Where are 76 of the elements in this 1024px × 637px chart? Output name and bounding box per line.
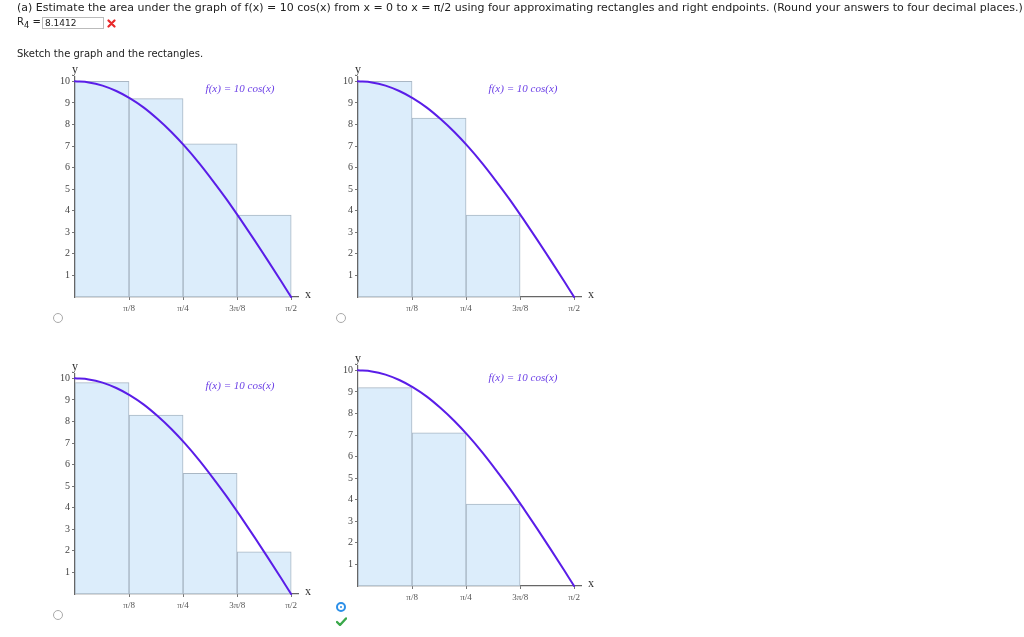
y-tick-label: 3 <box>348 514 353 526</box>
line-series <box>74 80 293 298</box>
x-tick-label: π/8 <box>406 302 419 313</box>
text: Sketch the graph and the rectangles. <box>17 48 204 60</box>
line-series <box>357 80 576 298</box>
x-tick-label: 3π/8 <box>512 591 529 602</box>
text-field: 8.1412 <box>42 17 104 29</box>
y-tick-label: 2 <box>348 536 353 548</box>
y-tick-label: 4 <box>348 204 353 216</box>
line-series <box>74 377 293 595</box>
x-tick-label: π/2 <box>568 302 581 313</box>
x-tick-label: π/8 <box>406 591 419 602</box>
y-tick-label: 4 <box>348 493 353 505</box>
y-tick-label: 5 <box>65 479 70 491</box>
y-tick-label: 6 <box>348 450 353 462</box>
x-tick-label: π/4 <box>460 302 473 313</box>
y-tick-label: 1 <box>348 269 353 281</box>
y-tick-label: 10 <box>343 74 353 86</box>
y-tick-label: 9 <box>65 96 70 108</box>
y-tick-label: 8 <box>65 118 70 130</box>
y-tick-label: 2 <box>65 544 70 556</box>
y-tick-label: 1 <box>65 269 70 281</box>
x-tick-label: π/4 <box>177 599 190 610</box>
y-axis-title: y <box>355 351 361 366</box>
y-tick-label: 6 <box>65 458 70 470</box>
x-tick-label: π/4 <box>460 591 473 602</box>
y-tick-label: 8 <box>65 415 70 427</box>
y-tick-label: 6 <box>65 161 70 173</box>
y-tick-label: 9 <box>65 393 70 405</box>
y-tick-label: 10 <box>60 74 70 86</box>
y-tick-label: 6 <box>348 161 353 173</box>
y-axis-title: y <box>72 359 78 374</box>
y-tick-label: 2 <box>348 247 353 259</box>
x-tick-label: π/2 <box>285 302 298 313</box>
y-tick-label: 7 <box>65 436 70 448</box>
y-tick-label: 3 <box>348 225 353 237</box>
y-tick-label: 9 <box>348 385 353 397</box>
x-tick-label: π/8 <box>123 302 136 313</box>
annotation: f(x) = 10 cos(x) <box>488 370 558 384</box>
y-tick-label: 1 <box>65 566 70 578</box>
y-axis-title: y <box>355 62 361 77</box>
annotation: f(x) = 10 cos(x) <box>488 81 558 95</box>
annotation: f(x) = 10 cos(x) <box>205 81 275 95</box>
x-tick-label: π/2 <box>285 599 298 610</box>
line-series <box>357 369 576 587</box>
x-tick-label: π/8 <box>123 599 136 610</box>
x-tick-label: π/4 <box>177 302 190 313</box>
y-tick-label: 7 <box>65 139 70 151</box>
y-tick-label: 2 <box>65 247 70 259</box>
y-tick-label: 4 <box>65 501 70 513</box>
y-tick-label: 3 <box>65 522 70 534</box>
annotation: f(x) = 10 cos(x) <box>205 378 275 392</box>
text: (a) Estimate the area under the graph of f(x) = 10 cos(x) from x = 0 to x = π/2 using four approximating rectangles and right endpoints. (Round your answers to four decimal places.) <box>17 1 1023 14</box>
x-tick-label: π/2 <box>568 591 581 602</box>
y-tick-label: 9 <box>348 96 353 108</box>
x-tick-label: 3π/8 <box>229 599 246 610</box>
y-tick-label: 1 <box>348 558 353 570</box>
y-tick-label: 8 <box>348 118 353 130</box>
y-tick-label: 7 <box>348 139 353 151</box>
y-tick-label: 5 <box>348 471 353 483</box>
y-tick-label: 4 <box>65 204 70 216</box>
y-tick-label: 8 <box>348 407 353 419</box>
x-axis-title: x <box>588 287 594 302</box>
y-tick-label: 10 <box>60 371 70 383</box>
y-tick-label: 5 <box>348 182 353 194</box>
text: R$_{4}$ = <box>17 16 41 31</box>
x-axis-title: x <box>588 576 594 591</box>
y-axis-title: y <box>72 62 78 77</box>
y-tick-label: 10 <box>343 363 353 375</box>
x-tick-label: 3π/8 <box>512 302 529 313</box>
y-tick-label: 3 <box>65 225 70 237</box>
y-tick-label: 5 <box>65 182 70 194</box>
x-axis-title: x <box>305 287 311 302</box>
x-tick-label: 3π/8 <box>229 302 246 313</box>
y-tick-label: 7 <box>348 428 353 440</box>
x-axis-title: x <box>305 584 311 599</box>
